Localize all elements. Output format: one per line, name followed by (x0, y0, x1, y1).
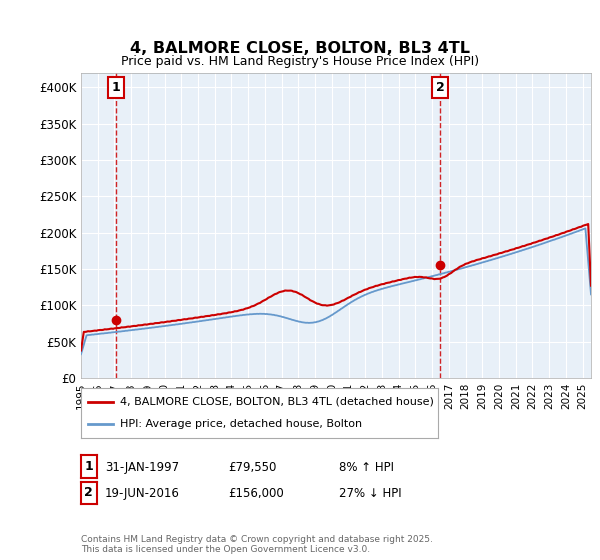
Text: 31-JAN-1997: 31-JAN-1997 (105, 461, 179, 474)
Text: 2: 2 (436, 81, 445, 94)
Text: HPI: Average price, detached house, Bolton: HPI: Average price, detached house, Bolt… (120, 419, 362, 429)
Text: £79,550: £79,550 (228, 461, 277, 474)
Text: 1: 1 (85, 460, 93, 473)
Text: 1: 1 (112, 81, 120, 94)
Text: 27% ↓ HPI: 27% ↓ HPI (339, 487, 401, 501)
Text: Price paid vs. HM Land Registry's House Price Index (HPI): Price paid vs. HM Land Registry's House … (121, 55, 479, 68)
Text: Contains HM Land Registry data © Crown copyright and database right 2025.
This d: Contains HM Land Registry data © Crown c… (81, 535, 433, 554)
Text: 4, BALMORE CLOSE, BOLTON, BL3 4TL (detached house): 4, BALMORE CLOSE, BOLTON, BL3 4TL (detac… (120, 396, 434, 407)
Text: 4, BALMORE CLOSE, BOLTON, BL3 4TL: 4, BALMORE CLOSE, BOLTON, BL3 4TL (130, 41, 470, 56)
Text: 19-JUN-2016: 19-JUN-2016 (105, 487, 180, 501)
Text: £156,000: £156,000 (228, 487, 284, 501)
Text: 8% ↑ HPI: 8% ↑ HPI (339, 461, 394, 474)
Text: 2: 2 (85, 486, 93, 500)
